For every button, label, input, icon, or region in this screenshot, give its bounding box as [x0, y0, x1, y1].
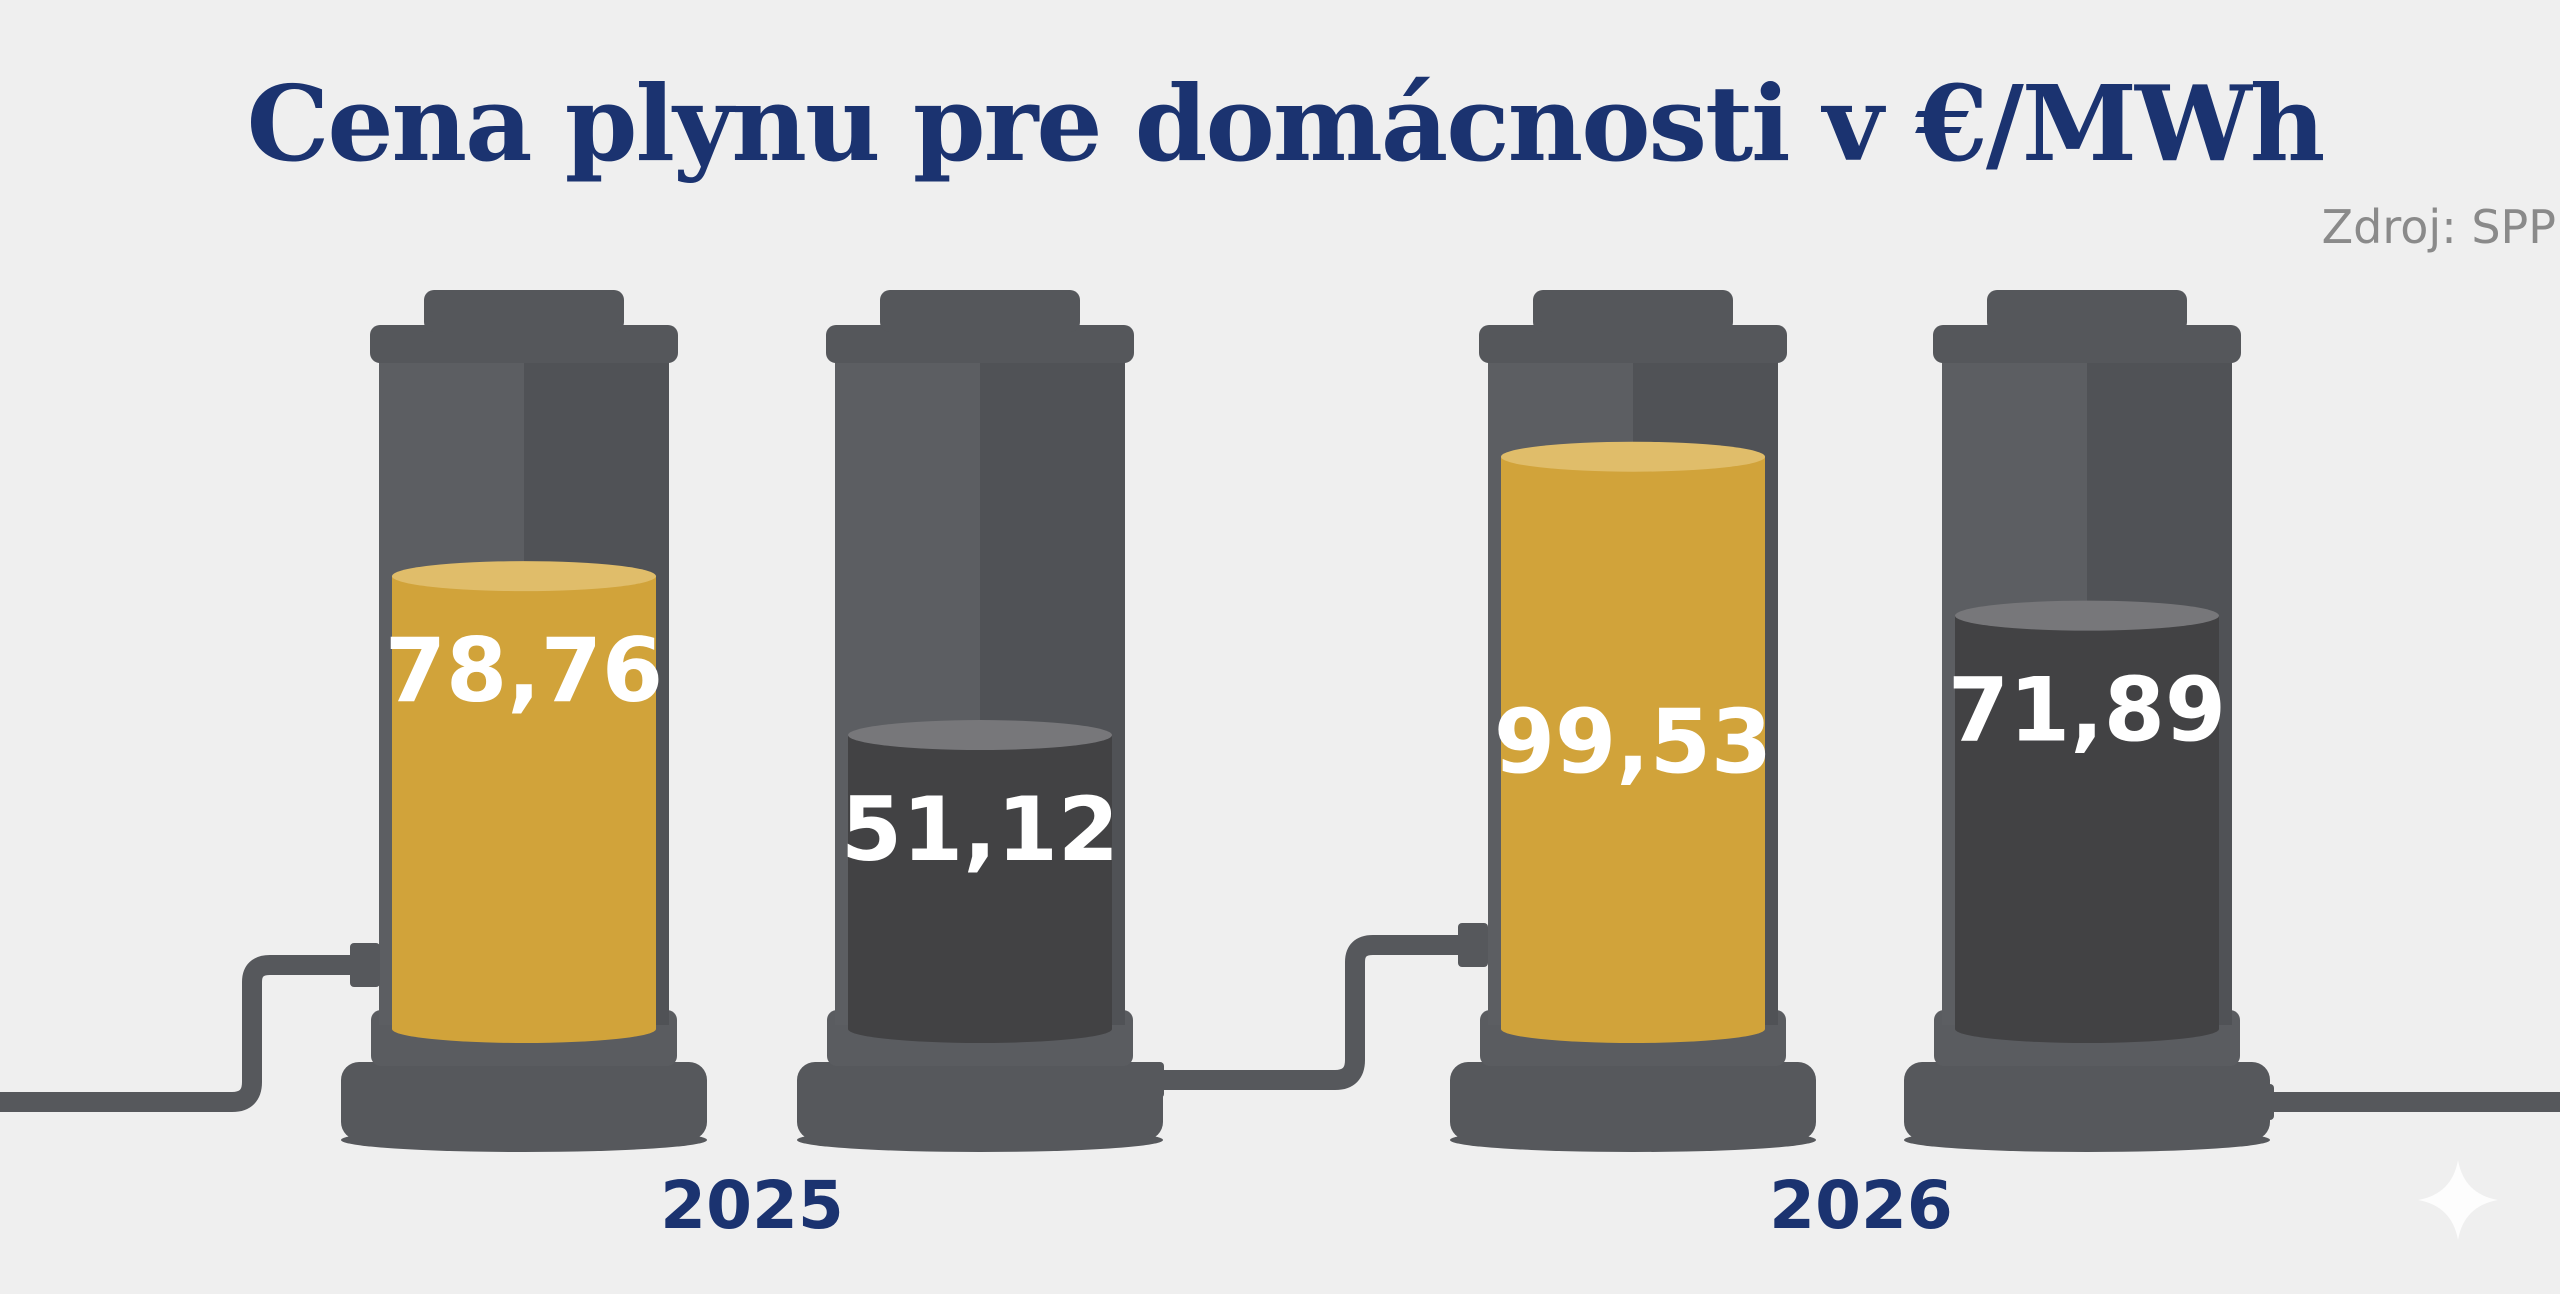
pipe-middle	[1150, 935, 1480, 1090]
pipes	[0, 935, 2560, 1112]
cylinder-2026-3: 71,89	[1904, 290, 2270, 1152]
cylinder-2025-0: 78,76	[341, 290, 707, 1152]
cylinder-flange	[1479, 325, 1787, 363]
cylinder-cap	[880, 290, 1080, 332]
cylinder-flange	[826, 325, 1134, 363]
fill-bar	[1501, 456, 1765, 1029]
pipe-fitting	[1458, 923, 1488, 967]
value-label: 78,76	[385, 619, 663, 722]
cylinder-cap	[1987, 290, 2187, 332]
cylinder-flange	[1933, 325, 2241, 363]
pipe-fitting	[1138, 1062, 1164, 1098]
cylinder-flange	[370, 325, 678, 363]
cylinder-base-bottom	[341, 1128, 707, 1152]
cylinder-base-bottom	[1450, 1128, 1816, 1152]
year-label: 2026	[1769, 1167, 1953, 1244]
cylinder-2025-1: 51,12	[797, 290, 1163, 1152]
fill-bar	[1955, 615, 2219, 1029]
pipe-fitting	[350, 943, 380, 987]
fill-top	[1501, 441, 1765, 472]
fill-bar	[848, 735, 1112, 1029]
value-label: 99,53	[1494, 691, 1772, 794]
cylinder-base	[1904, 1062, 2270, 1140]
cylinder-2026-2: 99,53	[1450, 290, 1816, 1152]
value-label: 51,12	[841, 778, 1119, 881]
sparkle-icon	[2418, 1160, 2498, 1240]
value-label: 71,89	[1948, 659, 2226, 762]
fill-top	[1955, 600, 2219, 631]
cylinder-cap	[1533, 290, 1733, 332]
fill-top	[392, 561, 656, 592]
year-label: 2025	[660, 1167, 844, 1244]
pipe-fitting	[2248, 1084, 2274, 1120]
cylinder-base	[1450, 1062, 1816, 1140]
cylinder-base	[797, 1062, 1163, 1140]
cylinder-cap	[424, 290, 624, 332]
cylinder-base-bottom	[797, 1128, 1163, 1152]
source-note: Zdroj: SPP	[2321, 200, 2556, 254]
fill-bar	[392, 576, 656, 1029]
pipe-left	[0, 955, 372, 1112]
cylinder-base-bottom	[1904, 1128, 2270, 1152]
chart-title: Cena plynu pre domácnosti v €/MWh	[246, 62, 2326, 185]
cylinder-base	[341, 1062, 707, 1140]
fill-top	[848, 720, 1112, 751]
